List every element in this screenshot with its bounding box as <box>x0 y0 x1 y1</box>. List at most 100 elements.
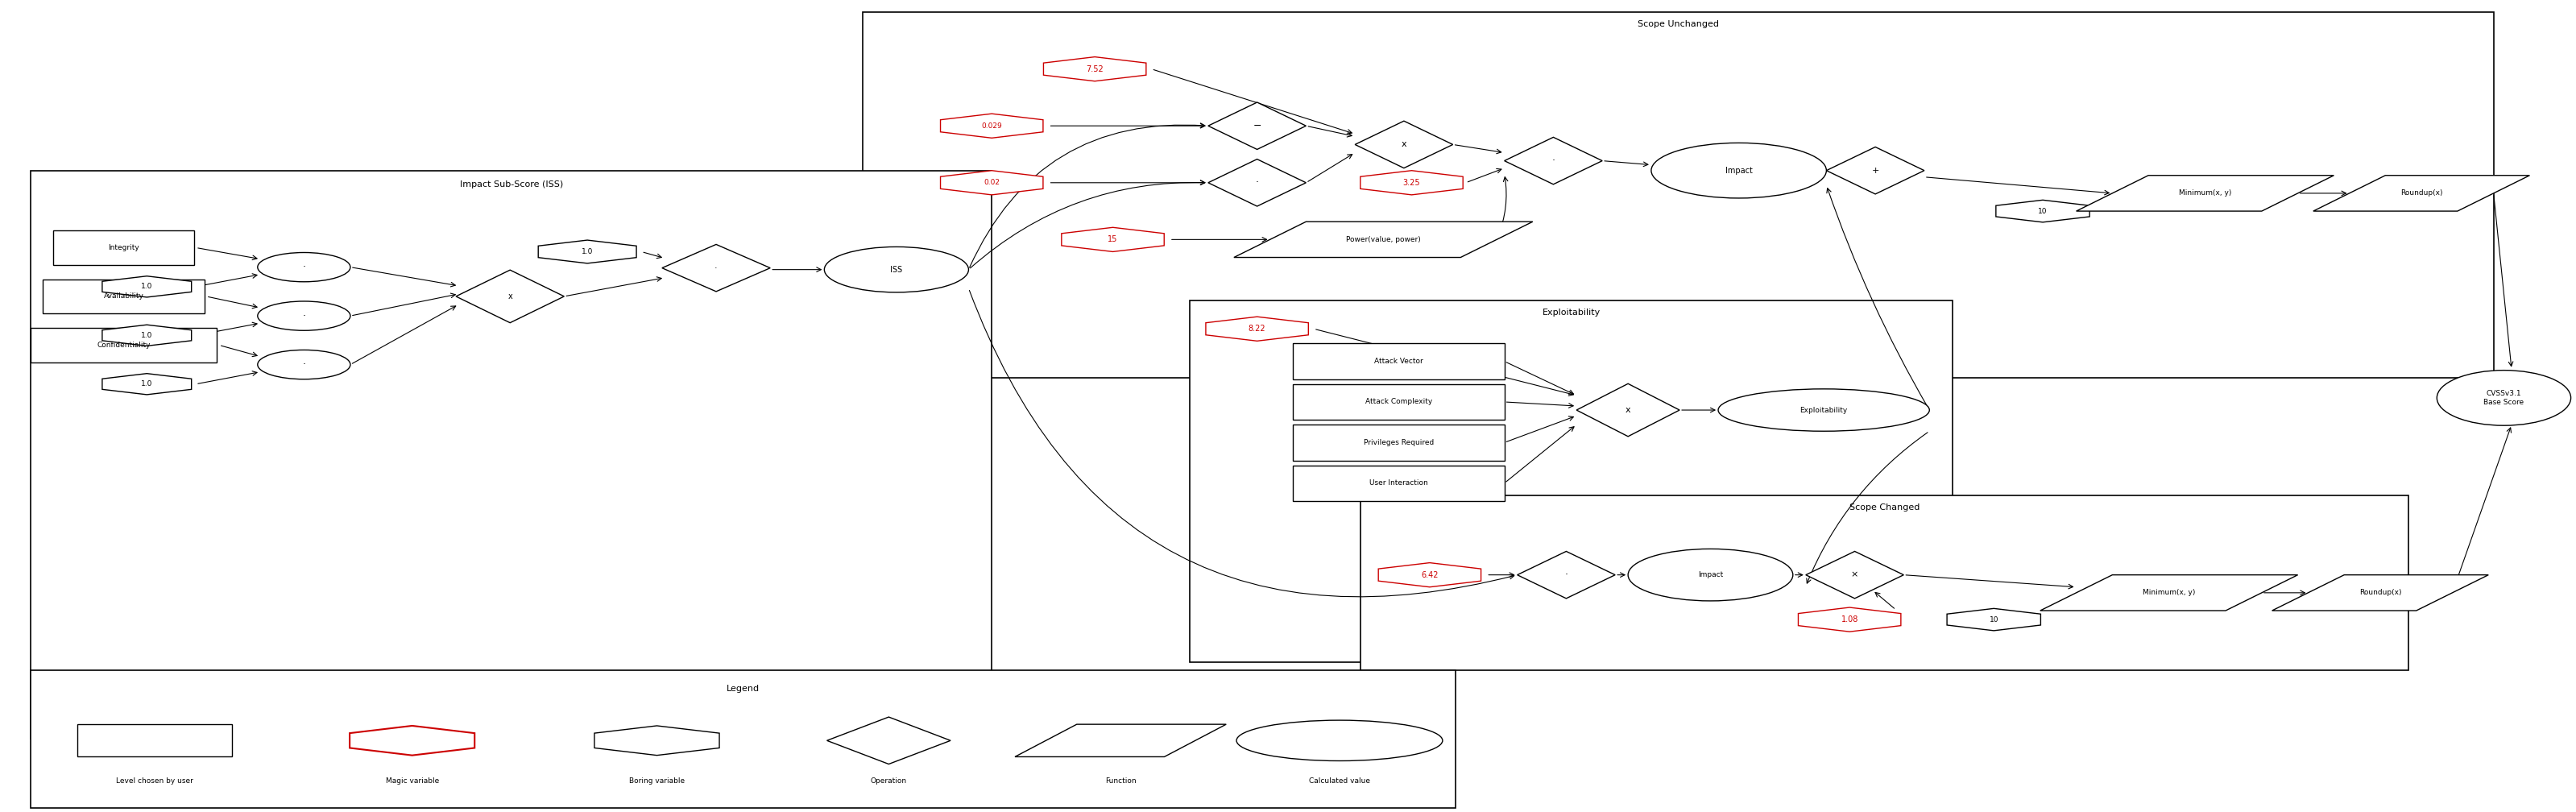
Text: Impact: Impact <box>1698 572 1723 578</box>
Text: Attack Vector: Attack Vector <box>1376 358 1422 365</box>
Ellipse shape <box>1236 720 1443 761</box>
Text: Privileges Required: Privileges Required <box>1363 439 1435 446</box>
Text: Boring variable: Boring variable <box>629 778 685 784</box>
Text: ISS: ISS <box>891 266 902 274</box>
Text: 0.02: 0.02 <box>984 179 999 186</box>
FancyBboxPatch shape <box>41 279 204 313</box>
Polygon shape <box>1826 147 1924 194</box>
Polygon shape <box>1234 222 1533 257</box>
Polygon shape <box>1378 563 1481 587</box>
Polygon shape <box>456 270 564 322</box>
Text: Exploitability: Exploitability <box>1543 309 1600 317</box>
Text: Legend: Legend <box>726 685 760 693</box>
Text: Magic variable: Magic variable <box>386 778 438 784</box>
Text: ×: × <box>1852 571 1857 579</box>
FancyBboxPatch shape <box>1293 343 1504 379</box>
FancyBboxPatch shape <box>1190 300 1953 662</box>
Text: Function: Function <box>1105 778 1136 784</box>
Polygon shape <box>2076 175 2334 211</box>
FancyBboxPatch shape <box>863 12 2494 378</box>
Text: Scope Unchanged: Scope Unchanged <box>1638 20 1718 28</box>
FancyBboxPatch shape <box>31 670 1455 808</box>
Polygon shape <box>1043 57 1146 81</box>
Polygon shape <box>662 244 770 292</box>
Text: Operation: Operation <box>871 778 907 784</box>
Text: −: − <box>1252 121 1262 131</box>
Text: Calculated value: Calculated value <box>1309 778 1370 784</box>
Text: Availability: Availability <box>103 293 144 300</box>
Text: 3.25: 3.25 <box>1404 179 1419 187</box>
Text: 10: 10 <box>2038 208 2048 214</box>
Text: 8.22: 8.22 <box>1249 325 1265 333</box>
Polygon shape <box>2272 575 2488 611</box>
Polygon shape <box>1947 608 2040 631</box>
Text: Integrity: Integrity <box>108 244 139 251</box>
Polygon shape <box>538 240 636 263</box>
Circle shape <box>258 253 350 282</box>
FancyBboxPatch shape <box>1293 465 1504 501</box>
Polygon shape <box>1015 724 1226 757</box>
Text: ·: · <box>301 262 307 272</box>
Text: 10: 10 <box>1989 616 1999 623</box>
FancyBboxPatch shape <box>52 231 193 265</box>
Text: ·: · <box>1551 156 1556 166</box>
Polygon shape <box>940 171 1043 195</box>
Text: Roundup(x): Roundup(x) <box>2360 590 2401 596</box>
FancyBboxPatch shape <box>1360 495 2409 670</box>
Circle shape <box>1628 549 1793 601</box>
Circle shape <box>824 247 969 292</box>
Polygon shape <box>940 114 1043 138</box>
Polygon shape <box>350 726 474 755</box>
FancyBboxPatch shape <box>77 724 232 757</box>
Polygon shape <box>2040 575 2298 611</box>
Text: 1.08: 1.08 <box>1842 615 1857 624</box>
Text: Roundup(x): Roundup(x) <box>2401 190 2442 197</box>
Polygon shape <box>1208 102 1306 149</box>
Polygon shape <box>1206 317 1309 341</box>
Text: Level chosen by user: Level chosen by user <box>116 778 193 784</box>
Text: +: + <box>1873 166 1878 175</box>
Polygon shape <box>1806 551 1904 598</box>
Circle shape <box>258 301 350 330</box>
Text: 7.52: 7.52 <box>1087 65 1103 73</box>
Polygon shape <box>1061 227 1164 252</box>
Circle shape <box>1651 143 1826 198</box>
Text: 1.0: 1.0 <box>142 283 152 290</box>
Text: 15: 15 <box>1108 235 1118 244</box>
FancyBboxPatch shape <box>31 328 216 362</box>
Text: Power(value, power): Power(value, power) <box>1345 236 1422 243</box>
Text: 1.0: 1.0 <box>142 381 152 387</box>
Text: CVSSv3.1
Base Score: CVSSv3.1 Base Score <box>2483 390 2524 406</box>
Polygon shape <box>1355 121 1453 168</box>
Text: Exploitability: Exploitability <box>1801 407 1847 413</box>
Text: 1.0: 1.0 <box>582 248 592 255</box>
Polygon shape <box>595 726 719 755</box>
Text: x: x <box>1625 406 1631 414</box>
Text: Attack Complexity: Attack Complexity <box>1365 399 1432 405</box>
Text: Confidentiality: Confidentiality <box>98 342 149 348</box>
Text: Minimum(x, y): Minimum(x, y) <box>2179 190 2231 197</box>
Text: User Interaction: User Interaction <box>1370 480 1427 486</box>
Text: ·: · <box>1255 178 1260 188</box>
FancyBboxPatch shape <box>1293 384 1504 420</box>
Polygon shape <box>103 325 191 346</box>
Ellipse shape <box>1718 389 1929 431</box>
FancyBboxPatch shape <box>1293 425 1504 460</box>
Circle shape <box>258 350 350 379</box>
Polygon shape <box>1517 551 1615 598</box>
Text: ·: · <box>301 360 307 369</box>
Polygon shape <box>1504 137 1602 184</box>
Polygon shape <box>103 374 191 395</box>
Text: 0.029: 0.029 <box>981 123 1002 129</box>
Ellipse shape <box>2437 370 2571 425</box>
Text: ·: · <box>1564 570 1569 580</box>
Text: Impact Sub-Score (ISS): Impact Sub-Score (ISS) <box>459 180 564 188</box>
Polygon shape <box>2313 175 2530 211</box>
Polygon shape <box>827 717 951 764</box>
Polygon shape <box>1996 200 2089 222</box>
Text: 1.0: 1.0 <box>142 332 152 339</box>
Text: ·: · <box>714 264 719 272</box>
Polygon shape <box>1577 384 1680 437</box>
Text: x: x <box>1401 140 1406 149</box>
Text: 6.42: 6.42 <box>1422 571 1437 579</box>
